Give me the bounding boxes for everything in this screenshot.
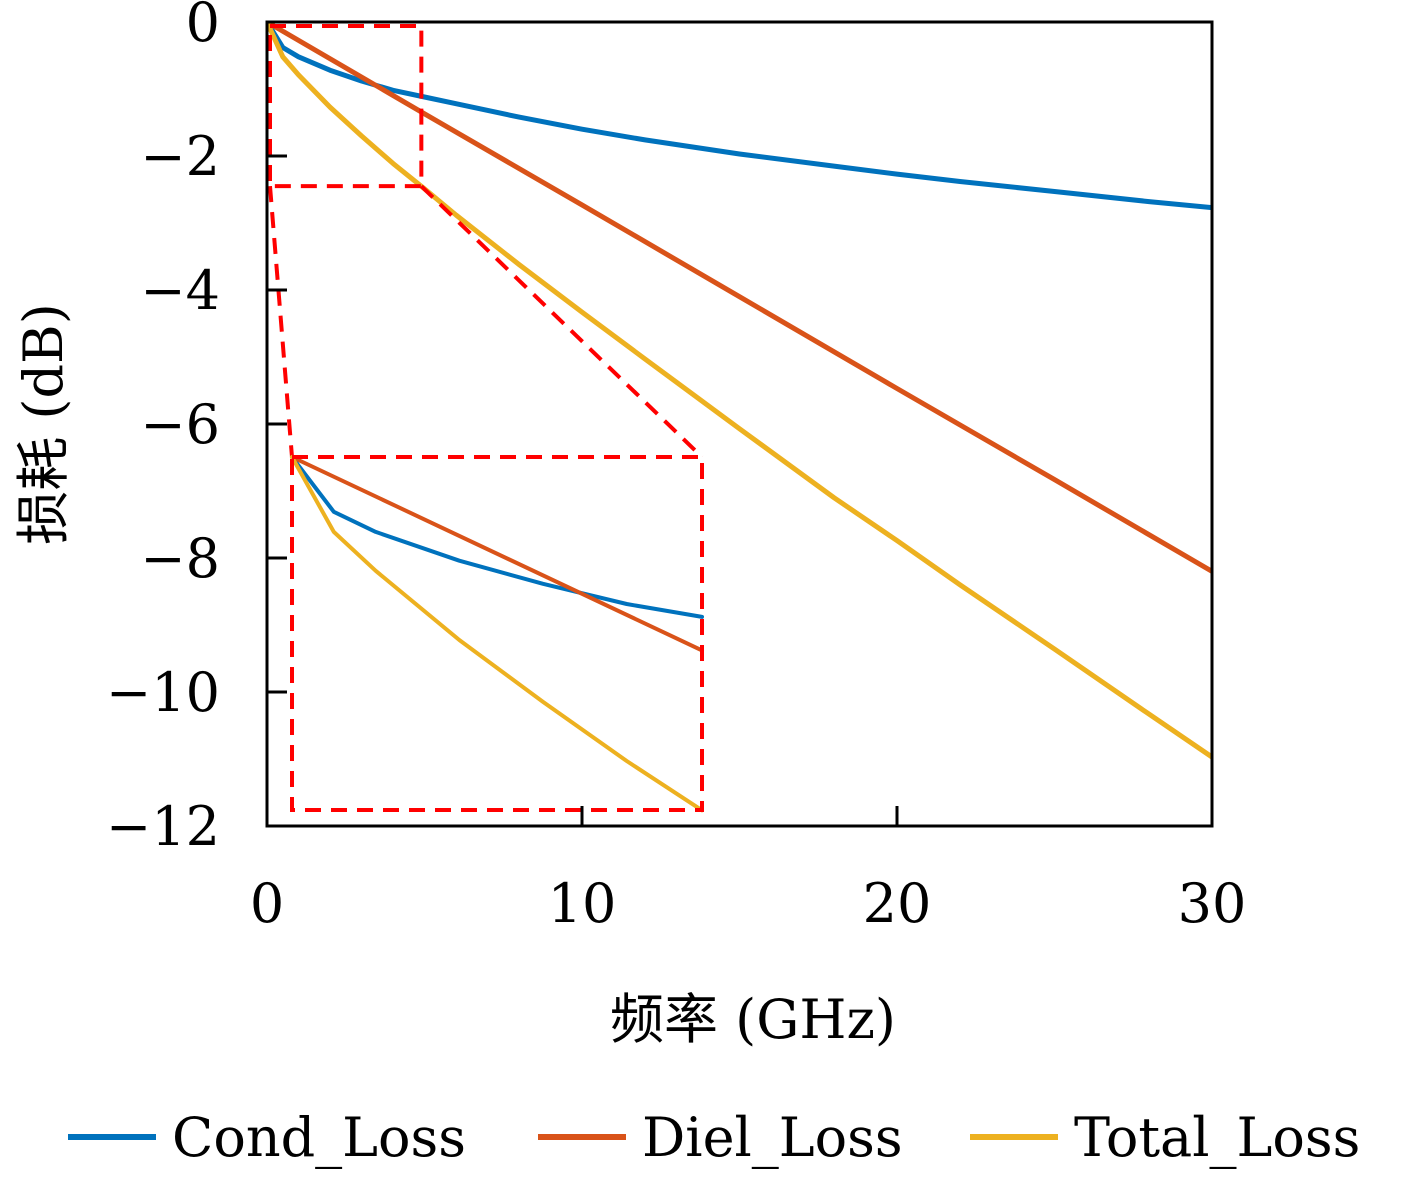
- y-tick-label: −10: [106, 661, 220, 724]
- inset-series-line-cond-loss: [290, 455, 704, 619]
- y-tick-label: −2: [140, 125, 220, 188]
- legend-item-total-loss: Total_Loss: [970, 1106, 1360, 1169]
- x-axis-title: 频率 (GHz): [610, 988, 896, 1051]
- y-axis-title: 损耗 (dB): [12, 303, 75, 545]
- ticks-layer: 0 10 20 30 0 −2 −4 −6 −8 −10 −12: [106, 0, 1246, 935]
- y-tick-label: −6: [140, 393, 220, 456]
- inset-series-line-diel-loss: [290, 455, 704, 653]
- legend-label: Total_Loss: [1074, 1106, 1360, 1169]
- legend-label: Diel_Loss: [642, 1106, 903, 1169]
- x-tick-label: 10: [548, 872, 617, 935]
- inset-border: [290, 455, 704, 812]
- y-tick-label: −8: [140, 527, 220, 590]
- y-tick-label: 0: [186, 0, 220, 54]
- y-tick-label: −12: [106, 795, 220, 858]
- legend-item-cond-loss: Cond_Loss: [68, 1106, 466, 1169]
- zoom-connector-left: [268, 185, 294, 458]
- zoom-layer: [268, 24, 704, 813]
- series-line-diel-loss: [267, 22, 1212, 574]
- series-layer: [267, 22, 1212, 760]
- x-tick-label: 20: [863, 872, 932, 935]
- legend-item-diel-loss: Diel_Loss: [538, 1106, 903, 1169]
- legend-label: Cond_Loss: [172, 1106, 466, 1169]
- x-tick-label: 30: [1178, 872, 1247, 935]
- x-tick-label: 0: [250, 872, 284, 935]
- inset-background: [292, 457, 702, 810]
- zoom-source-rect: [268, 24, 424, 189]
- legend: Cond_Loss Diel_Loss Total_Loss: [68, 1106, 1360, 1169]
- zoom-connector-right: [419, 184, 704, 459]
- y-tick-label: −4: [140, 259, 220, 322]
- inset-plot: [290, 455, 704, 813]
- series-line-total-loss: [267, 22, 1212, 760]
- inset-series-line-total-loss: [290, 455, 704, 813]
- series-line-cond-loss: [267, 22, 1212, 211]
